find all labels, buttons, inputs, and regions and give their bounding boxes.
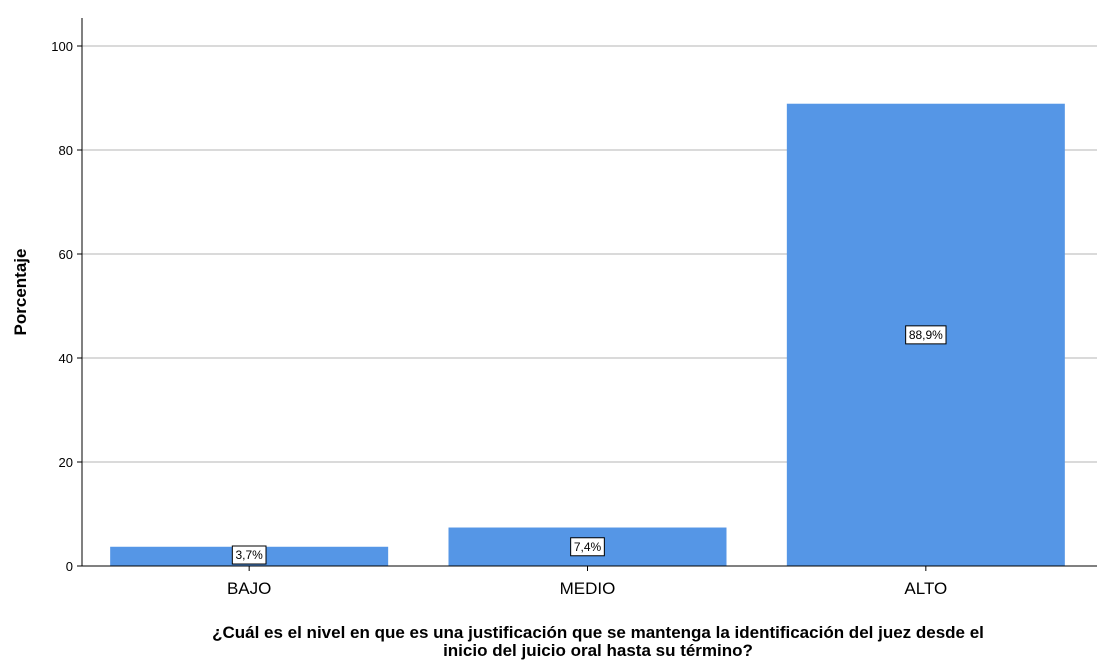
y-tick-labels: 0 20 40 60 80 100 (51, 39, 73, 574)
x-axis-title: ¿Cuál es el nivel en que es una justific… (212, 623, 984, 660)
data-label-box (905, 325, 947, 345)
category-labels: BAJO MEDIO ALTO (227, 579, 947, 598)
y-tick-label: 20 (59, 455, 73, 470)
y-tick-label: 80 (59, 143, 73, 158)
data-label-text: 88,9% (909, 328, 943, 342)
y-tick-label: 60 (59, 247, 73, 262)
data-label: 88,9% (905, 325, 947, 345)
category-label: MEDIO (560, 579, 616, 598)
data-label-box (231, 545, 267, 565)
y-tick-label: 40 (59, 351, 73, 366)
data-labels: 3,7% 7,4% 88,9% (231, 325, 947, 565)
y-axis-title: Porcentaje (11, 249, 30, 336)
data-label: 7,4% (570, 537, 605, 557)
data-label-box (570, 537, 605, 557)
category-label: BAJO (227, 579, 271, 598)
axes (77, 18, 1097, 571)
y-tick-label: 100 (51, 39, 73, 54)
data-label: 3,7% (231, 545, 267, 565)
data-label-text: 3,7% (235, 548, 263, 562)
category-label: ALTO (904, 579, 947, 598)
y-tick-label: 0 (66, 559, 73, 574)
data-label-text: 7,4% (574, 540, 602, 554)
